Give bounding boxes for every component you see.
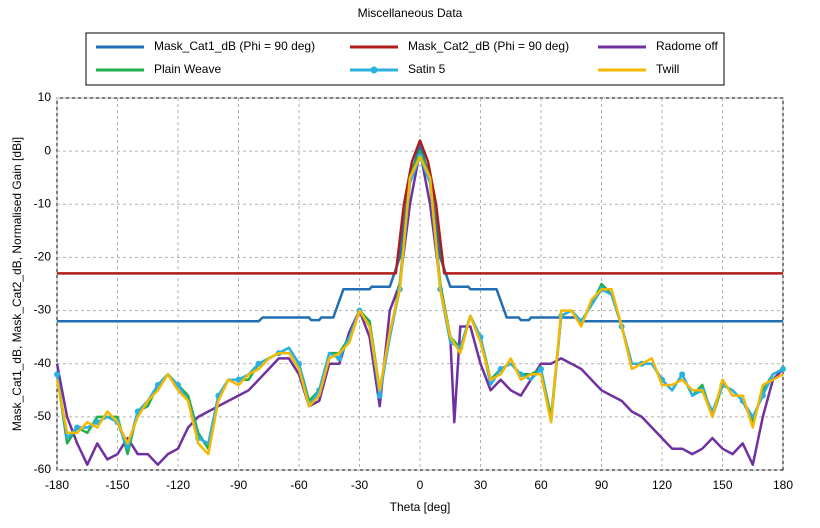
series-line (55, 155, 784, 456)
x-tick-label: 120 (652, 478, 672, 492)
series-marker (54, 371, 60, 378)
legend-label: Satin 5 (408, 62, 446, 76)
y-tick-label: -60 (34, 462, 52, 476)
series-marker (679, 371, 686, 378)
legend-marker (370, 66, 378, 74)
series-marker (255, 360, 262, 367)
y-tick-label: -50 (34, 409, 52, 423)
series-marker (336, 355, 343, 362)
y-tick-label: -40 (34, 356, 52, 370)
legend-label: Mask_Cat2_dB (Phi = 90 deg) (408, 39, 569, 53)
x-tick-label: -60 (290, 478, 308, 492)
y-tick-label: 0 (44, 143, 51, 157)
series-marker (235, 376, 242, 383)
series-marker (780, 366, 786, 373)
y-tick-label: -30 (34, 303, 52, 317)
x-tick-label: 180 (773, 478, 793, 492)
x-tick-label: -120 (166, 478, 190, 492)
x-tick-label: 90 (595, 478, 609, 492)
legend-label: Plain Weave (154, 62, 221, 76)
chart-title: Miscellaneous Data (358, 6, 463, 20)
legend-label: Twill (656, 62, 679, 76)
series-marker (74, 424, 81, 431)
series-marker (376, 392, 383, 399)
y-axis-label: Mask_Cat1_dB, Mask_Cat2_dB, Normalised G… (10, 137, 24, 431)
series-line (57, 139, 783, 275)
legend-label: Radome off (656, 39, 718, 53)
x-tick-label: -30 (351, 478, 369, 492)
x-axis-label: Theta [deg] (390, 500, 451, 514)
series-line (55, 149, 784, 466)
y-tick-label: -10 (34, 196, 52, 210)
y-tick-label: 10 (38, 90, 52, 104)
x-tick-label: -180 (45, 478, 69, 492)
x-tick-label: 60 (534, 478, 548, 492)
x-tick-label: 0 (417, 478, 424, 492)
x-tick-label: -90 (230, 478, 248, 492)
legend-label: Mask_Cat1_dB (Phi = 90 deg) (154, 39, 315, 53)
x-tick-label: 150 (712, 478, 732, 492)
legend-box (85, 32, 725, 86)
series-marker (538, 366, 544, 373)
series-line (57, 144, 783, 323)
x-tick-label: -150 (105, 478, 129, 492)
x-tick-label: 30 (474, 478, 488, 492)
y-tick-label: -20 (34, 250, 52, 264)
